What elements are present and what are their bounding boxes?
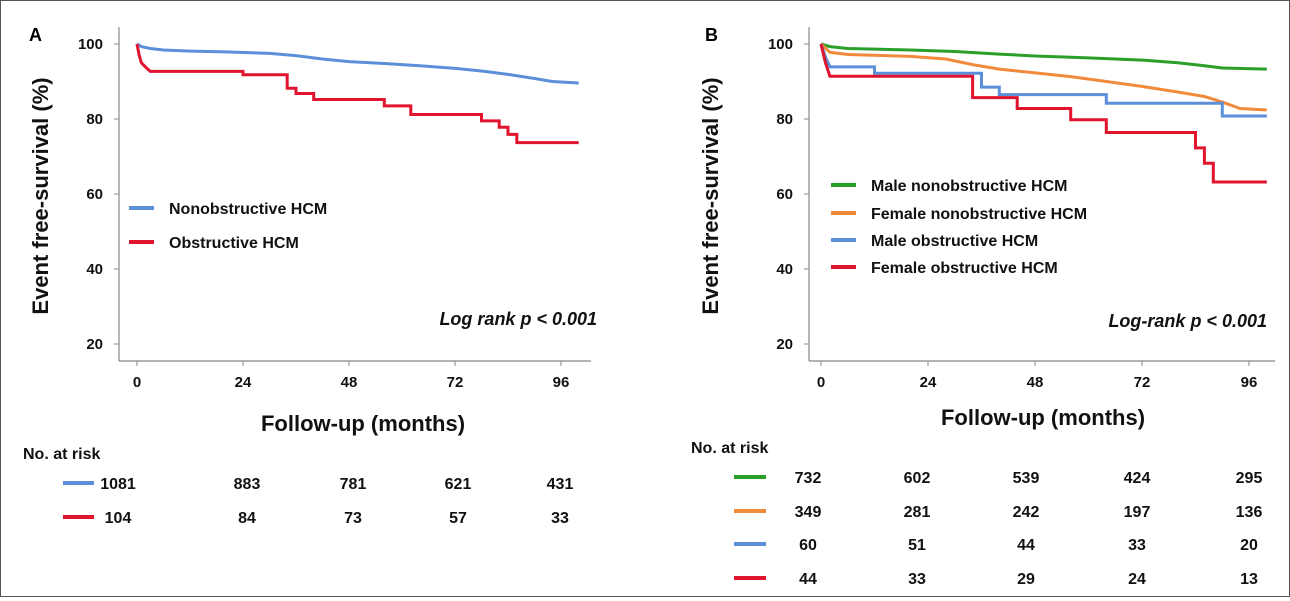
panel-b-legend: Male nonobstructive HCM Female nonobstruc… xyxy=(831,178,1087,277)
y-tick-label: 40 xyxy=(86,261,103,278)
panel-a-x-axis-title: Follow-up (months) xyxy=(261,411,465,436)
risk-count: 73 xyxy=(344,510,362,527)
risk-count: 13 xyxy=(1240,571,1258,588)
risk-count: 602 xyxy=(904,470,931,487)
x-tick-label: 0 xyxy=(133,374,141,391)
risk-count: 781 xyxy=(340,476,367,493)
risk-count: 295 xyxy=(1236,470,1263,487)
survival-curve-2 xyxy=(819,42,1267,112)
risk-count: 33 xyxy=(908,571,926,588)
panel-b-survival-curves xyxy=(819,42,1267,184)
panel-a-risk-table-title: No. at risk xyxy=(23,446,100,463)
x-tick-label: 96 xyxy=(1241,374,1258,391)
risk-count: 84 xyxy=(238,510,256,527)
risk-count: 539 xyxy=(1013,470,1040,487)
risk-count: 20 xyxy=(1240,537,1258,554)
panel-a-y-axis-title: Event free-survival (%) xyxy=(28,77,53,314)
panel-a-survival-curves xyxy=(135,42,579,145)
legend-label-1: Male nonobstructive HCM xyxy=(871,178,1067,195)
legend-label-3: Male obstructive HCM xyxy=(871,233,1038,250)
x-tick-label: 72 xyxy=(447,374,464,391)
y-tick-label: 80 xyxy=(776,111,793,128)
legend-label-4: Female obstructive HCM xyxy=(871,260,1058,277)
panel-a-log-rank-annotation: Log rank p < 0.001 xyxy=(439,309,597,329)
risk-count: 104 xyxy=(105,510,132,527)
panel-a-legend: Nonobstructive HCM Obstructive HCM xyxy=(129,201,327,252)
survival-curve-4 xyxy=(819,43,1267,184)
risk-count: 60 xyxy=(799,537,817,554)
y-tick-label: 60 xyxy=(776,186,793,203)
y-tick-label: 100 xyxy=(768,36,793,53)
panel-b-risk-table-title: No. at risk xyxy=(691,440,768,457)
panel-b-log-rank-annotation: Log-rank p < 0.001 xyxy=(1108,311,1267,331)
panel-a-risk-table: 1081 883 781 621 431 104 84 73 57 33 xyxy=(63,476,573,527)
legend-label-2: Female nonobstructive HCM xyxy=(871,206,1087,223)
panel-b: B Event free-survival (%) Follow-up (mon… xyxy=(691,25,1275,588)
y-tick-label: 40 xyxy=(776,261,793,278)
risk-count: 29 xyxy=(1017,571,1035,588)
risk-count: 621 xyxy=(445,476,472,493)
panel-a-axes: 20 40 60 80 100 0 24 48 72 96 xyxy=(78,27,591,391)
y-tick-label: 80 xyxy=(86,111,103,128)
y-tick-label: 60 xyxy=(86,186,103,203)
risk-count: 431 xyxy=(547,476,574,493)
risk-count: 281 xyxy=(904,504,931,521)
x-tick-label: 72 xyxy=(1134,374,1151,391)
risk-count: 197 xyxy=(1124,504,1151,521)
legend-label-1: Nonobstructive HCM xyxy=(169,201,327,218)
x-tick-label: 0 xyxy=(817,374,825,391)
risk-count: 242 xyxy=(1013,504,1040,521)
survival-curve-1 xyxy=(136,42,579,85)
y-tick-label: 100 xyxy=(78,36,103,53)
risk-count: 44 xyxy=(1017,537,1035,554)
risk-count: 33 xyxy=(1128,537,1146,554)
risk-count: 349 xyxy=(795,504,822,521)
x-tick-label: 24 xyxy=(235,374,252,391)
panel-b-axes: 20 40 60 80 100 0 24 48 72 96 xyxy=(768,27,1275,391)
risk-count: 136 xyxy=(1236,504,1263,521)
risk-count: 1081 xyxy=(100,476,136,493)
panel-b-risk-table: 732 602 539 424 295 349 281 242 197 136 60 51 44 33 20… xyxy=(734,470,1262,588)
x-tick-label: 24 xyxy=(920,374,937,391)
x-tick-label: 48 xyxy=(341,374,358,391)
risk-count: 424 xyxy=(1124,470,1151,487)
panel-a: A Event free-survival (%) Follow-up (mon… xyxy=(23,25,597,527)
risk-count: 33 xyxy=(551,510,569,527)
y-tick-label: 20 xyxy=(86,336,103,353)
risk-count: 51 xyxy=(908,537,926,554)
risk-count: 57 xyxy=(449,510,467,527)
panel-b-y-axis-title: Event free-survival (%) xyxy=(698,77,723,314)
legend-label-2: Obstructive HCM xyxy=(169,235,299,252)
risk-count: 732 xyxy=(795,470,822,487)
x-tick-label: 48 xyxy=(1027,374,1044,391)
panel-b-label: B xyxy=(705,25,718,45)
y-tick-label: 20 xyxy=(776,336,793,353)
risk-count: 24 xyxy=(1128,571,1146,588)
survival-curve-2 xyxy=(135,43,579,145)
survival-curve-3 xyxy=(819,43,1267,118)
risk-count: 883 xyxy=(234,476,261,493)
x-tick-label: 96 xyxy=(553,374,570,391)
risk-count: 44 xyxy=(799,571,817,588)
survival-curve-1 xyxy=(820,42,1267,71)
panel-b-x-axis-title: Follow-up (months) xyxy=(941,405,1145,430)
panel-a-label: A xyxy=(29,25,42,45)
